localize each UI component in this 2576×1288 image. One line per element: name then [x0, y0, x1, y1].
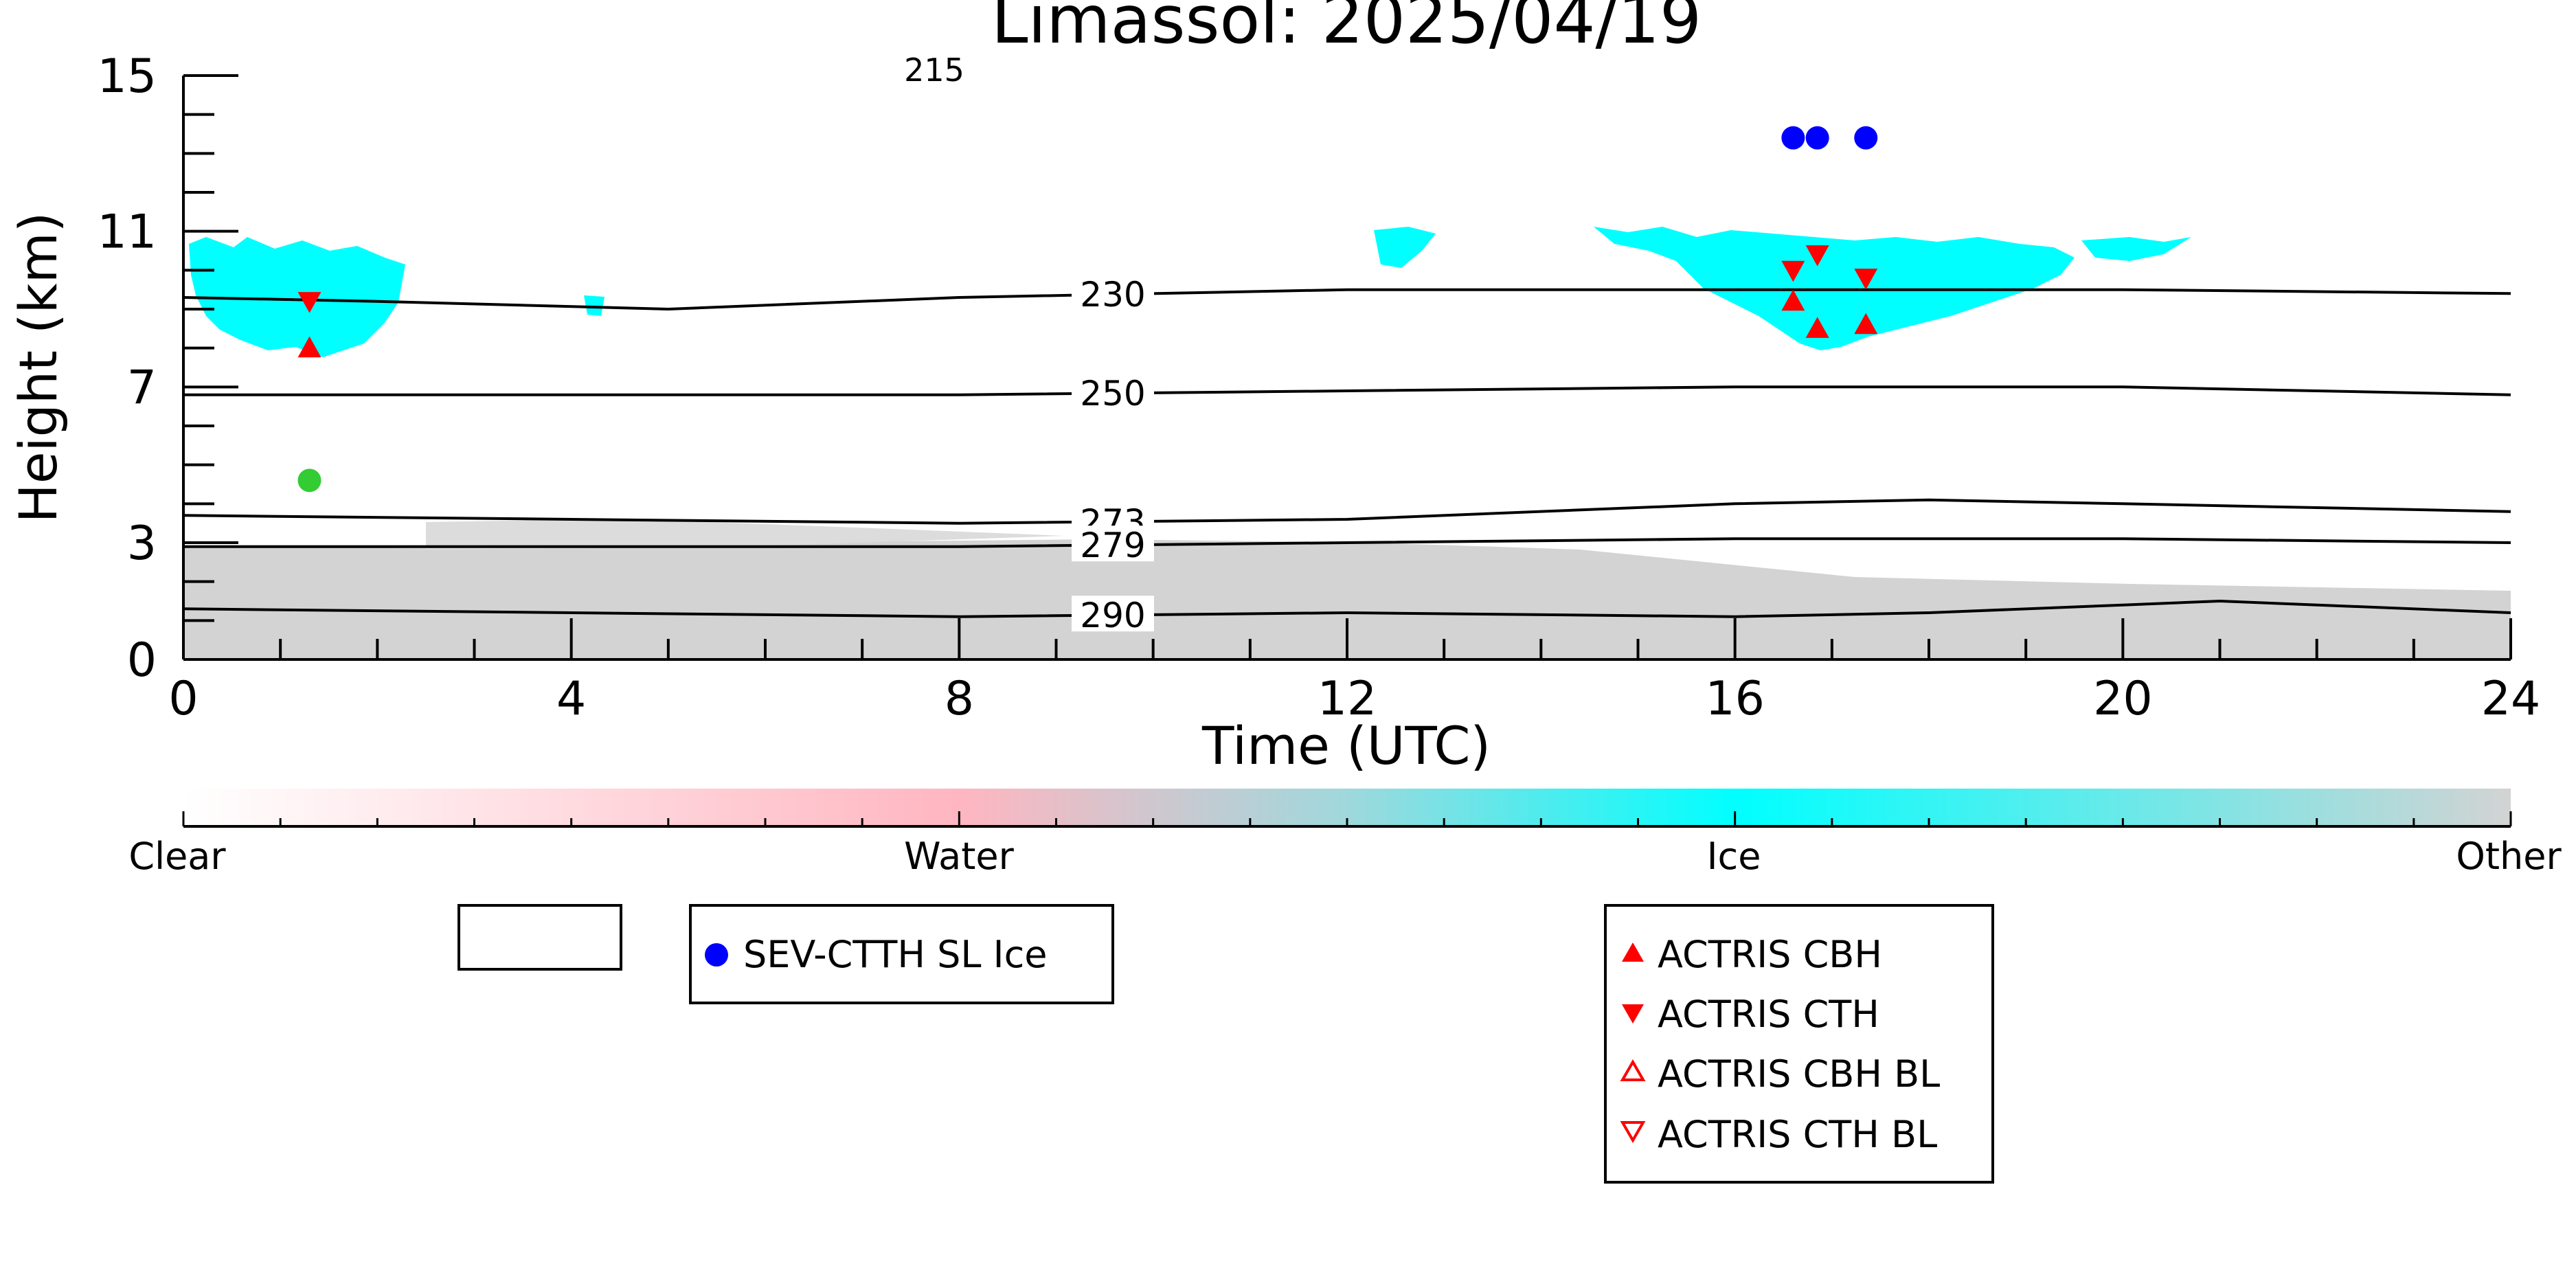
chart-title: Limassol: 2025/04/19 — [991, 0, 1702, 58]
x-tick-label: 16 — [1705, 672, 1765, 726]
x-tick-label: 4 — [556, 672, 586, 726]
legend-label-sev-ctth: SEV-CTTH SL Ice — [743, 933, 1048, 976]
colorbar-label-ice: Ice — [1707, 835, 1761, 878]
y-axis-ticks: 0 3 7 11 15 — [97, 49, 238, 688]
legend-marker-actris-cth — [1622, 1004, 1644, 1024]
marker-sev-ctth-sl-ice — [1854, 126, 1878, 150]
marker-sev-ctth-sl-ice — [1781, 126, 1805, 150]
marker-actris-cth — [1805, 245, 1829, 267]
legend-label-actris-cbh: ACTRIS CBH — [1658, 933, 1882, 976]
legend-box-satellite: SEV-CTTH SL Ice — [689, 904, 1114, 1004]
contour-line-273 — [183, 498, 2511, 525]
y-tick-label: 0 — [127, 633, 157, 688]
contour-label-bg — [1072, 374, 1154, 410]
marker-sev-ctth-sl-ice — [1805, 126, 1829, 150]
contour-label-230: 230 — [1080, 275, 1145, 315]
marker-actris-cth — [1781, 260, 1805, 282]
legend-box-empty — [457, 904, 622, 971]
legend-marker-actris-cbh — [1622, 942, 1644, 962]
x-axis-ticks: 0 4 8 12 16 20 24 — [168, 618, 2540, 726]
x-tick-label: 24 — [2481, 672, 2541, 726]
legend-label-actris-cbh-bl: ACTRIS CBH BL — [1658, 1052, 1940, 1096]
marker-actris-cbh — [1854, 313, 1878, 335]
y-tick-label: 11 — [97, 205, 157, 260]
marker-layer — [297, 126, 1878, 493]
colorbar-ticks — [182, 811, 2512, 826]
x-axis-label: Time (UTC) — [1201, 715, 1491, 776]
contour-label-bg — [1072, 526, 1154, 562]
marker-green-point — [297, 468, 321, 493]
contour-line-230 — [183, 288, 2511, 311]
y-tick-label: 7 — [127, 361, 157, 415]
marker-actris-cth — [1854, 269, 1878, 290]
plot-area — [183, 126, 2511, 659]
legend-marker-sev-ctth — [705, 943, 728, 967]
ground-clutter-region — [183, 539, 2511, 659]
contour-label-250: 250 — [1080, 374, 1145, 414]
contour-label-290: 290 — [1080, 596, 1145, 635]
marker-actris-cbh — [297, 336, 321, 358]
colorbar-label-water: Water — [904, 835, 1014, 878]
contour-line-290 — [183, 599, 2511, 618]
legend-marker-actris-cth-bl — [1620, 1121, 1646, 1144]
partial-contour-label: 215 — [904, 52, 964, 89]
marker-actris-cth — [297, 292, 321, 313]
contour-label-bg — [1072, 275, 1154, 311]
y-tick-label: 3 — [127, 517, 157, 571]
legend-label-actris-cth-bl: ACTRIS CTH BL — [1658, 1113, 1937, 1156]
x-tick-label: 12 — [1318, 672, 1377, 726]
x-tick-label: 8 — [945, 672, 974, 726]
x-tick-label: 0 — [168, 672, 198, 726]
legend-label-actris-cth: ACTRIS CTH — [1658, 993, 1879, 1036]
legend-marker-actris-cbh-bl — [1620, 1059, 1646, 1081]
contour-line-250 — [183, 385, 2511, 396]
colorbar-label-clear: Clear — [128, 835, 226, 878]
contour-line-279 — [183, 537, 2511, 548]
ground-clutter-upper — [426, 519, 1065, 550]
y-tick-label: 15 — [97, 49, 157, 104]
marker-actris-cbh — [1781, 289, 1805, 311]
legend-box-actris: ACTRIS CBH ACTRIS CTH ACTRIS CBH BL ACTR… — [1604, 904, 1994, 1184]
x-tick-label: 20 — [2093, 672, 2153, 726]
contour-label-bg — [1072, 596, 1154, 632]
colorbar-label-other: Other — [2456, 835, 2562, 878]
marker-actris-cbh — [1805, 317, 1829, 338]
contour-label-279: 279 — [1080, 526, 1145, 565]
colorbar: Clear Water Ice Other — [128, 789, 2562, 878]
y-axis-label: Height (km) — [8, 212, 69, 523]
